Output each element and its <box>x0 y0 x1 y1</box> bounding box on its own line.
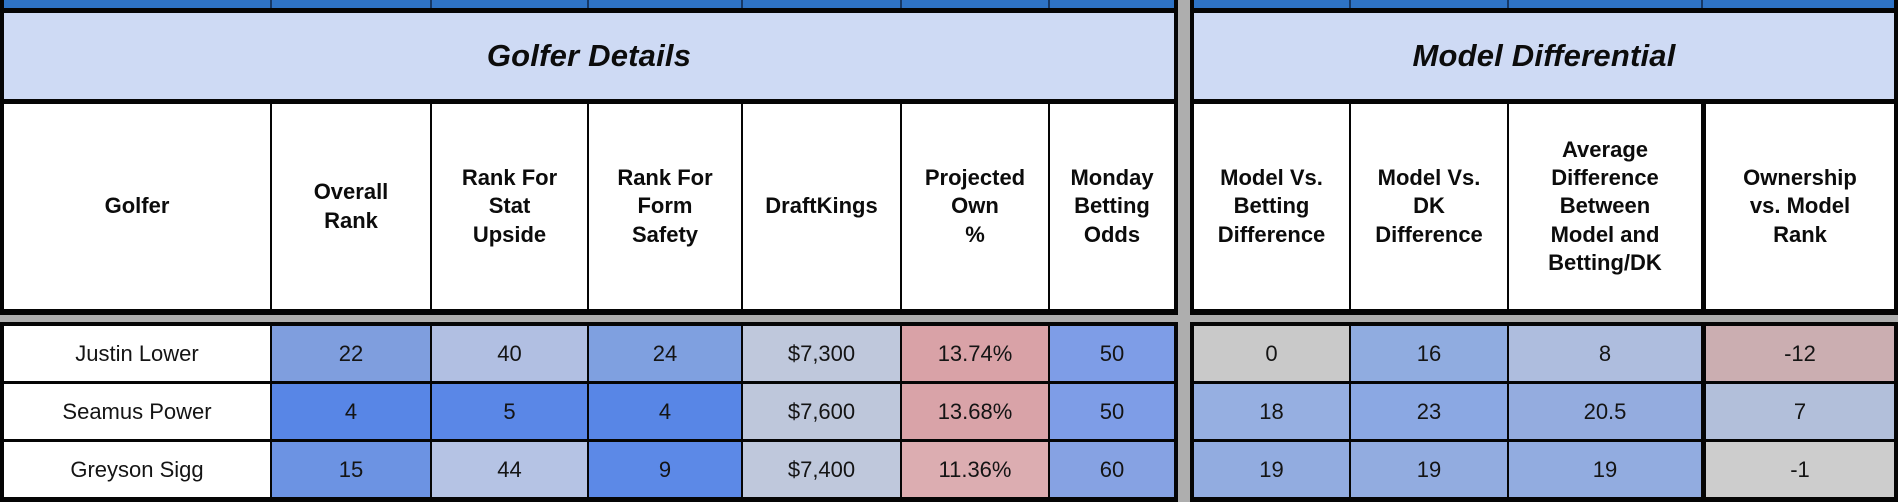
golfer-details-data-grid: Justin Lower 22 40 24 $7,300 13.74% 50 Seamus P… <box>0 322 1178 502</box>
column-gridline <box>587 0 589 8</box>
column-header-rank-for-form-safety[interactable]: Rank For Form Safety <box>589 104 741 309</box>
data-cell[interactable]: 50 <box>1050 326 1174 381</box>
golfer-name-cell[interactable]: Greyson Sigg <box>4 442 270 497</box>
golfer-name-cell[interactable]: Justin Lower <box>4 326 270 381</box>
data-cell[interactable]: 9 <box>589 442 741 497</box>
data-cell[interactable]: 19 <box>1194 442 1349 497</box>
gridline-gap <box>1190 315 1898 322</box>
data-cell[interactable]: 22 <box>272 326 430 381</box>
data-cell[interactable]: 7 <box>1703 384 1894 439</box>
data-cell[interactable]: 20.5 <box>1509 384 1701 439</box>
golfer-name-cell[interactable]: Seamus Power <box>4 384 270 439</box>
column-header-model-vs-betting-difference[interactable]: Model Vs. Betting Difference <box>1194 104 1349 309</box>
column-gridline <box>1048 0 1050 8</box>
column-header-golfer[interactable]: Golfer <box>4 104 270 309</box>
column-header-ownership-vs-model-rank[interactable]: Ownership vs. Model Rank <box>1703 104 1894 309</box>
column-gridline <box>900 0 902 8</box>
data-cell[interactable]: $7,300 <box>743 326 900 381</box>
model-differential-header-row: Model Vs. Betting Difference Model Vs. DK… <box>1190 104 1898 315</box>
column-header-rank-for-stat-upside[interactable]: Rank For Stat Upside <box>432 104 587 309</box>
data-cell[interactable]: 23 <box>1351 384 1507 439</box>
column-header-model-vs-dk-difference[interactable]: Model Vs. DK Difference <box>1351 104 1507 309</box>
data-cell[interactable]: 19 <box>1351 442 1507 497</box>
model-differential-table: Model Differential Model Vs. Betting Dif… <box>1190 0 1898 502</box>
data-cell[interactable]: -12 <box>1703 326 1894 381</box>
data-cell[interactable]: 19 <box>1509 442 1701 497</box>
cutoff-row-strip <box>0 0 1178 8</box>
data-cell[interactable]: 50 <box>1050 384 1174 439</box>
data-cell[interactable]: 15 <box>272 442 430 497</box>
data-cell[interactable]: -1 <box>1703 442 1894 497</box>
golfer-details-table: Golfer Details Golfer Overall Rank Rank Fo… <box>0 0 1178 502</box>
data-cell[interactable]: 4 <box>272 384 430 439</box>
column-gridline <box>270 0 272 8</box>
column-gridline <box>741 0 743 8</box>
gridline-gap <box>0 315 1178 322</box>
golfer-details-header-row: Golfer Overall Rank Rank For Stat Upside Ra… <box>0 104 1178 315</box>
model-differential-title: Model Differential <box>1412 38 1676 73</box>
data-cell[interactable]: 11.36% <box>902 442 1048 497</box>
model-differential-title-cell[interactable]: Model Differential <box>1190 8 1898 104</box>
column-header-monday-betting-odds[interactable]: Monday Betting Odds <box>1050 104 1174 309</box>
model-differential-data-grid: 0 16 8 -12 18 23 20.5 7 19 19 19 -1 <box>1190 322 1898 502</box>
data-cell[interactable]: 13.74% <box>902 326 1048 381</box>
column-gridline <box>430 0 432 8</box>
column-header-average-difference-between-model-and-betting-dk[interactable]: Average Difference Between Model and Bet… <box>1509 104 1701 309</box>
data-cell[interactable]: 18 <box>1194 384 1349 439</box>
column-gridline <box>1701 0 1703 8</box>
golfer-details-title-cell[interactable]: Golfer Details <box>0 8 1178 104</box>
data-cell[interactable]: 8 <box>1509 326 1701 381</box>
column-gridline <box>1349 0 1351 8</box>
data-cell[interactable]: 40 <box>432 326 587 381</box>
data-cell[interactable]: 16 <box>1351 326 1507 381</box>
cutoff-row-strip <box>1190 0 1898 8</box>
data-cell[interactable]: 60 <box>1050 442 1174 497</box>
data-cell[interactable]: 24 <box>589 326 741 381</box>
data-cell[interactable]: $7,600 <box>743 384 900 439</box>
data-cell[interactable]: 44 <box>432 442 587 497</box>
golfer-details-title: Golfer Details <box>486 38 692 73</box>
column-gridline <box>1507 0 1509 8</box>
data-cell[interactable]: $7,400 <box>743 442 900 497</box>
data-cell[interactable]: 5 <box>432 384 587 439</box>
column-header-overall-rank[interactable]: Overall Rank <box>272 104 430 309</box>
data-cell[interactable]: 13.68% <box>902 384 1048 439</box>
data-cell[interactable]: 4 <box>589 384 741 439</box>
column-header-projected-own[interactable]: Projected Own % <box>902 104 1048 309</box>
data-cell[interactable]: 0 <box>1194 326 1349 381</box>
column-header-draftkings[interactable]: DraftKings <box>743 104 900 309</box>
